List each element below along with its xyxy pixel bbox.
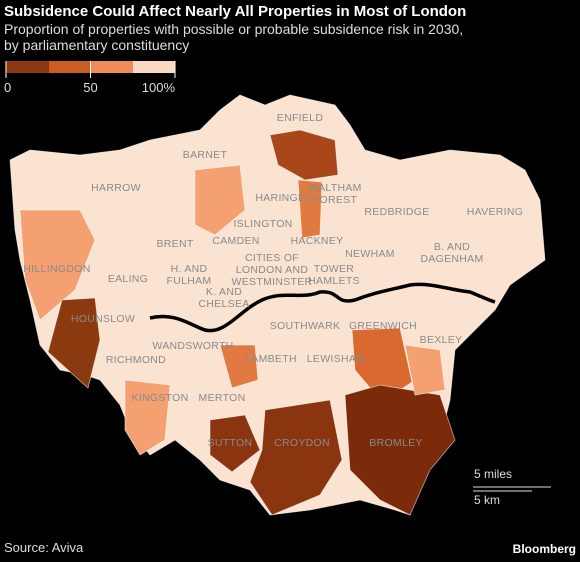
area-label: FULHAM	[167, 275, 212, 287]
area-label: B. AND	[434, 241, 470, 253]
thames	[149, 282, 496, 333]
area-label: LAMBETH	[245, 353, 297, 365]
area-label: RICHMOND	[106, 354, 166, 366]
area-label: HARROW	[91, 182, 141, 194]
area-label: TOWER	[314, 263, 355, 275]
area-label: HILLINGDON	[23, 263, 90, 275]
area-label: EALING	[108, 273, 148, 285]
area-label: CHELSEA	[198, 298, 249, 310]
legend-tick-label: 100%	[142, 80, 176, 95]
region	[269, 129, 339, 181]
legend-tick-label: 50	[83, 80, 97, 95]
region	[47, 297, 101, 389]
map-labels: ENFIELD BARNET HARROW HARINGEYWALTHAMFOREST…	[23, 112, 523, 449]
area-label: WANDSWORTH	[152, 340, 233, 352]
region	[209, 414, 261, 473]
area-label: LEWISHAM	[307, 353, 365, 365]
region	[194, 164, 246, 236]
area-label: HOUNSLOW	[71, 313, 135, 325]
area-label: ISLINGTON	[233, 218, 292, 230]
scale-label: 5 miles	[474, 467, 512, 481]
area-label: KINGSTON	[131, 392, 188, 404]
region	[19, 209, 96, 321]
region	[249, 399, 343, 516]
region	[344, 384, 456, 516]
area-label: SOUTHWARK	[270, 320, 341, 332]
brand: Bloomberg	[513, 542, 576, 556]
area-label: MERTON	[199, 392, 246, 404]
area-label: K. AND	[206, 286, 242, 298]
area-label: NEWHAM	[345, 248, 395, 260]
legend-swatch	[133, 61, 175, 73]
area-label: BRENT	[156, 238, 193, 250]
region	[404, 344, 446, 396]
subtitle: Proportion of properties with possible o…	[4, 21, 463, 37]
area-label: REDBRIDGE	[364, 206, 429, 218]
area-label: BARNET	[183, 149, 228, 161]
legend-swatch	[49, 61, 91, 73]
region	[124, 379, 171, 456]
area-label: CAMDEN	[212, 235, 259, 247]
scale-label: 5 km	[474, 493, 500, 507]
area-label: DAGENHAM	[420, 253, 483, 265]
title: Subsidence Could Affect Nearly All Prope…	[4, 3, 466, 20]
area-label: ENFIELD	[277, 112, 324, 124]
area-label: BEXLEY	[420, 334, 463, 346]
area-label: HAVERING	[467, 206, 523, 218]
region	[219, 344, 259, 389]
area-label: CITIES OF	[245, 252, 299, 264]
area-label: GREENWICH	[349, 320, 417, 332]
subtitle: by parliamentary constituency	[4, 37, 189, 53]
area-label: CROYDON	[274, 437, 330, 449]
area-label: LONDON AND	[236, 264, 309, 276]
legend: 0 50 100%	[4, 61, 176, 95]
area-label: WALTHAM	[308, 182, 361, 194]
region	[297, 179, 323, 239]
source: Source: Aviva	[4, 540, 84, 555]
legend-tick-label: 0	[4, 80, 11, 95]
area-label: HAMLETS	[308, 275, 360, 287]
area-label: BROMLEY	[369, 437, 422, 449]
area-label: WESTMINSTER	[232, 276, 313, 288]
area-label: SUTTON	[208, 437, 253, 449]
area-label: FOREST	[313, 194, 358, 206]
area-label: HACKNEY	[291, 235, 344, 247]
legend-swatch	[91, 61, 133, 73]
map	[9, 94, 546, 516]
area-label: H. AND	[171, 263, 208, 275]
area-label: HARINGEY	[255, 192, 312, 204]
legend-swatch	[6, 61, 49, 73]
